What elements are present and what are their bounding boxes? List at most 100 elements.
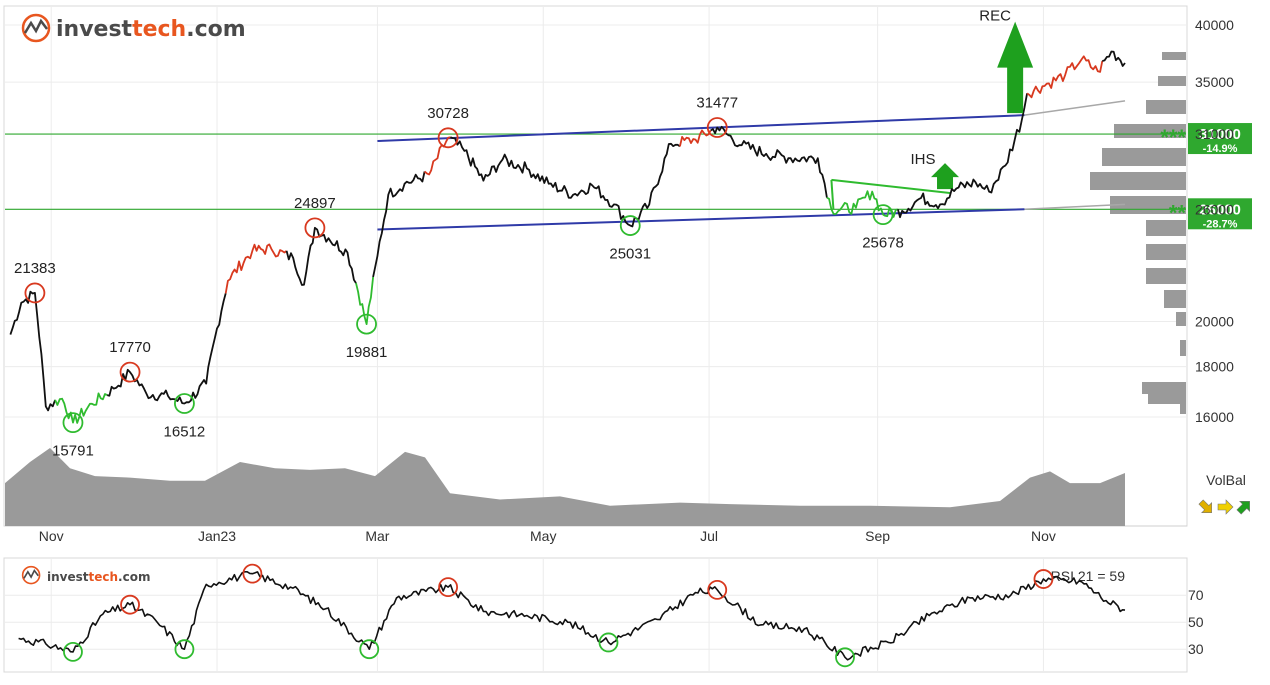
volume-profile-bar	[1158, 76, 1186, 86]
x-tick-label: Mar	[365, 528, 389, 544]
price-segment	[450, 136, 681, 228]
x-tick-label: Nov	[39, 528, 64, 544]
low-marker-circle	[872, 204, 894, 226]
channel-extension-lower	[1024, 203, 1126, 211]
volume-profile-bar	[1146, 268, 1186, 284]
rsi-value-label: RSI 21 = 59	[1051, 568, 1126, 584]
ihs-pattern: IHS	[830, 151, 960, 210]
trend-channel	[377, 100, 1126, 231]
price-line	[9, 50, 1126, 424]
y-tick-label: 31000	[1195, 126, 1234, 142]
level-stars: ***	[1160, 125, 1186, 150]
high-marker-circle	[304, 217, 326, 239]
price-segment	[224, 243, 288, 294]
price-segment	[826, 190, 899, 218]
volume-profile-bar	[1180, 340, 1186, 356]
volbal-label: VolBal	[1206, 472, 1246, 488]
price-segment	[1102, 50, 1126, 67]
rec-label: REC	[979, 8, 1011, 25]
y-tick-label: 18000	[1195, 359, 1234, 375]
rsi-high-marker-circle	[1033, 569, 1054, 589]
level-change: -28.7%	[1203, 218, 1238, 230]
volume-profile-bar	[1142, 382, 1186, 394]
price-segment	[285, 226, 357, 286]
price-segment	[710, 125, 828, 198]
x-tick-label: Jul	[700, 528, 718, 544]
rsi-plot-frame	[3, 557, 1188, 673]
high-marker-circle	[24, 282, 46, 304]
volbal-down-arrow-icon	[1198, 499, 1212, 513]
brand-logo-small: investtech.com	[21, 565, 150, 585]
low-marker-circle	[356, 313, 377, 335]
logo-mark-icon	[21, 13, 51, 43]
high-marker-circle	[119, 361, 141, 383]
volume-balance: VolBal	[1198, 472, 1250, 515]
volume-profile-bar	[1148, 394, 1186, 404]
price-segment	[9, 290, 56, 412]
volume-profile	[1090, 52, 1186, 414]
rsi-low-marker-circle	[598, 632, 619, 653]
price-segment	[1026, 55, 1104, 99]
rec-signal: REC	[979, 8, 1034, 114]
level-change: -14.9%	[1203, 143, 1238, 155]
price-segment	[106, 293, 227, 405]
volume-profile-bar	[1102, 148, 1186, 166]
brand-name: investtech.com	[56, 17, 246, 42]
rsi-high-marker-circle	[438, 577, 459, 598]
level-badge	[1188, 123, 1252, 155]
volbal-arrow-shape	[1236, 501, 1250, 515]
rsi-panel: 30 50 70 RSI 21 = 59	[5, 563, 1204, 668]
volume-profile-bar	[1146, 220, 1186, 236]
low-marker-circle	[619, 215, 641, 236]
volume-shape	[5, 448, 1125, 526]
volbal-arrow-shape	[1217, 499, 1234, 515]
channel-upper-line	[377, 114, 1025, 143]
rsi-line	[18, 571, 1126, 661]
extreme-value-label: 15791	[52, 443, 94, 460]
price-segment	[897, 93, 1028, 219]
level-value: 31000	[1199, 126, 1241, 143]
extreme-value-label: 16512	[164, 424, 206, 441]
price-axis: 16000 18000 20000 26000 31000 35000 40000	[1195, 17, 1234, 425]
extreme-value-label: 25678	[862, 235, 904, 252]
brand-name-small: investtech.com	[47, 570, 150, 584]
volume-profile-bar	[1090, 172, 1186, 190]
rsi-high-marker-circle	[120, 594, 140, 615]
high-marker-circle	[437, 127, 459, 149]
x-tick-label: Nov	[1031, 528, 1056, 544]
level-value: 26000	[1199, 201, 1241, 218]
level-badge	[1188, 198, 1252, 230]
price-segment	[372, 171, 426, 278]
rsi-low-marker-circle	[835, 647, 855, 668]
ihs-arrow-icon	[931, 163, 960, 190]
channel-extension-upper	[1024, 100, 1126, 116]
volume-profile-bar	[1146, 100, 1186, 114]
low-marker-circle	[62, 412, 84, 434]
rsi-tick-label: 70	[1188, 587, 1204, 603]
rsi-tick-label: 30	[1188, 641, 1204, 657]
volbal-arrow-shape	[1198, 499, 1212, 513]
low-marker-circle	[174, 393, 195, 414]
channel-lower-line	[377, 208, 1025, 231]
extreme-value-label: 24897	[294, 195, 336, 212]
ihs-label: IHS	[911, 151, 936, 168]
volume-profile-bar	[1176, 312, 1186, 326]
x-tick-label: Jan23	[198, 528, 236, 544]
rsi-low-marker-circle	[63, 642, 83, 662]
y-tick-label: 40000	[1195, 17, 1234, 33]
volume-profile-bar	[1180, 404, 1186, 414]
rsi-low-marker-circle	[174, 639, 195, 660]
extreme-value-label: 31477	[696, 95, 738, 112]
y-tick-label: 26000	[1195, 201, 1234, 217]
extreme-value-label: 30728	[427, 105, 469, 122]
price-segment	[679, 129, 712, 147]
support-resistance-levels: *** 31000-14.9% ** 26000-28.7%	[5, 123, 1252, 230]
extreme-markers: 21383 15791 17770 16512 24897 19881 30728 25031…	[14, 95, 904, 460]
time-axis: Nov Jan23 Mar May Jul Sep Nov	[39, 528, 1056, 544]
rsi-tick-label: 50	[1188, 614, 1204, 630]
brand-logo: investtech.com	[21, 13, 246, 43]
volume-profile-bar	[1146, 244, 1186, 260]
high-marker-circle	[706, 117, 728, 138]
